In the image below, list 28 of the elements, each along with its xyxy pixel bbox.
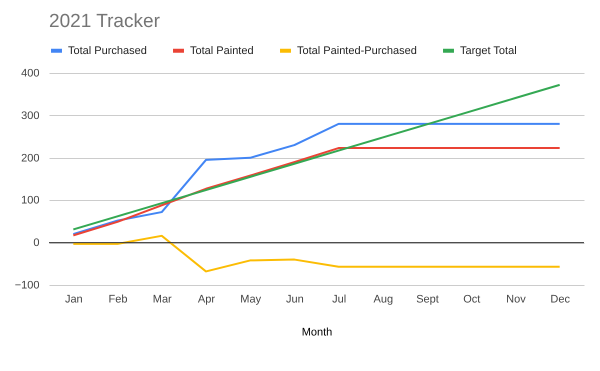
line-series [72,147,561,236]
legend-label: Total Painted [190,44,254,57]
x-tick-label: Mar [152,294,172,306]
x-tick-label: Jan [64,294,83,306]
line-series [72,234,561,272]
line-series [72,122,561,236]
y-tick-label: −100 [14,280,40,292]
x-tick-label: Feb [108,294,128,306]
legend-label: Target Total [460,44,517,57]
y-tick-label: 100 [21,194,40,207]
x-tick-label: Sept [416,294,439,306]
y-tick-label: 400 [21,68,40,80]
legend-label: Total Purchased [68,44,147,57]
x-tick-label: Jun [286,294,304,306]
x-tick-label: Apr [198,294,216,306]
x-tick-label: May [240,294,262,306]
line-series [72,84,561,230]
x-axis-title: Month [302,326,332,338]
y-tick-label: 300 [21,110,40,122]
y-tick-label: 200 [21,152,40,164]
x-tick-label: Jul [332,294,346,306]
x-tick-label: Aug [374,294,394,306]
chart-title: 2021 Tracker [49,11,161,32]
legend-label: Total Painted-Purchased [297,44,417,57]
x-tick-label: Oct [463,294,480,306]
x-tick-label: Nov [506,294,526,306]
y-tick-label: 0 [33,237,40,250]
x-tick-label: Dec [550,294,570,306]
